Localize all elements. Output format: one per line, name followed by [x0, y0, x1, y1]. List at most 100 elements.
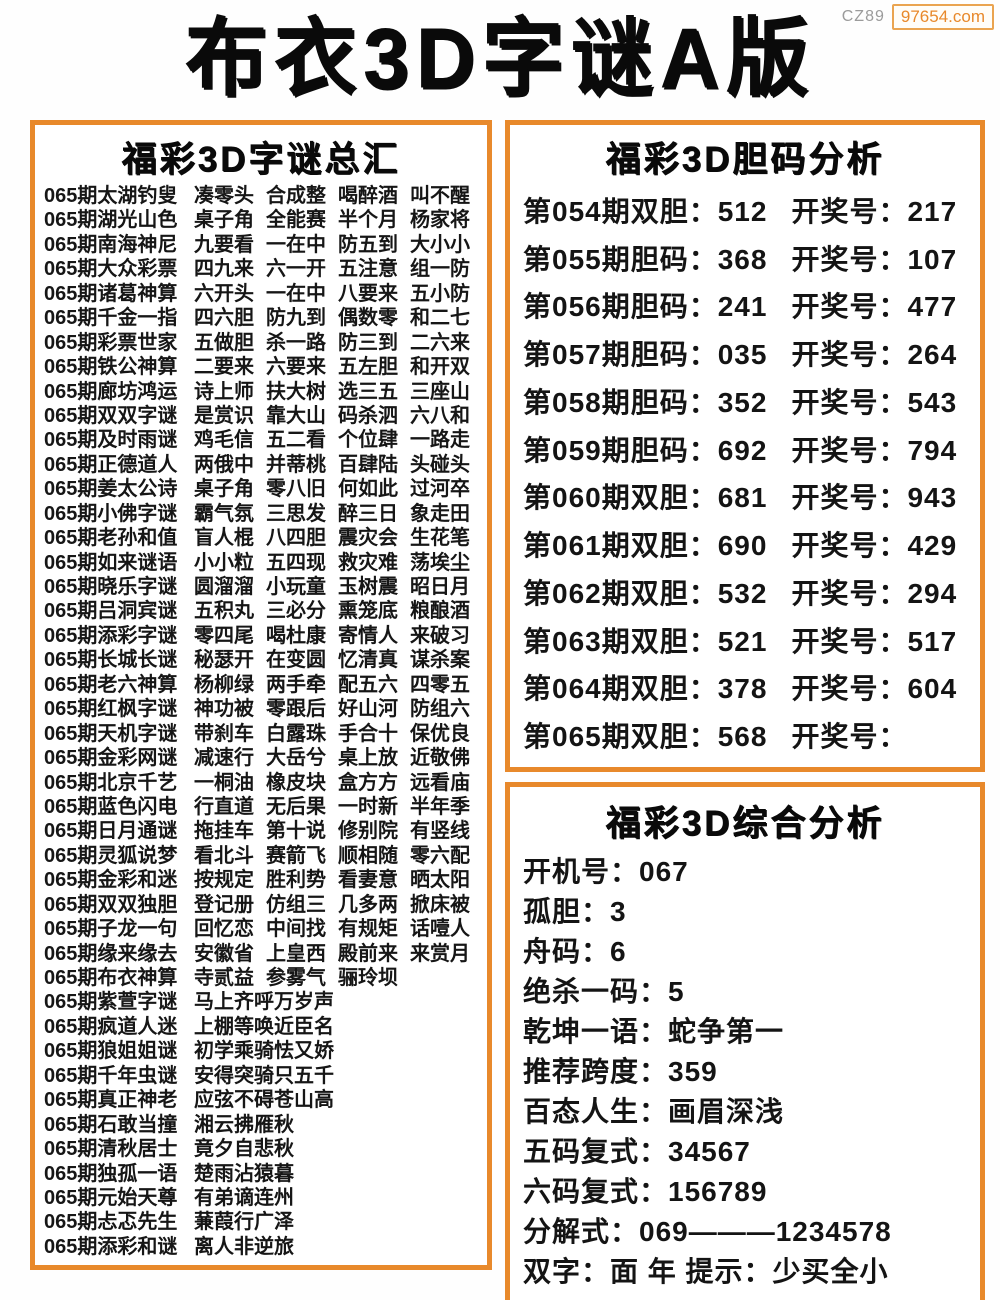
danma-row: 第060期双胆：681 开奖号：943 [523, 476, 967, 516]
puzzle-row: 065期太湖钓叟 凑零头 合成整 喝醉酒 叫不醒 [44, 186, 478, 206]
puzzle-phrase: 靠大山 [266, 404, 326, 427]
danma-result: 开奖号：794 [791, 434, 958, 466]
puzzle-phrases: 神功被 零跟后 好山河 防组六 [194, 699, 482, 719]
puzzle-source-label: 065期及时雨谜 [44, 429, 178, 452]
puzzle-phrases: 四六胆 防九到 偶数零 和二七 [194, 308, 482, 328]
puzzle-phrase: 偶数零 [338, 307, 398, 330]
puzzle-phrase: 行直道 [194, 795, 254, 818]
puzzle-phrases: 安得突骑只五千 [194, 1066, 336, 1086]
puzzle-phrase: 有竖线 [410, 820, 470, 843]
puzzle-source-label: 065期千年虫谜 [44, 1064, 178, 1087]
puzzle-phrase: 喝醉酒 [338, 185, 398, 207]
puzzle-phrases: 安徽省 上皇西 殿前来 来赏月 [194, 944, 482, 964]
puzzle-phrases: 回忆恋 中间找 有规矩 话噎人 [194, 919, 482, 939]
puzzle-phrase: 修别院 [338, 820, 398, 843]
puzzle-phrase: 寺贰益 [194, 967, 254, 989]
comprehensive-analysis-header: 福彩3D综合分析 [605, 804, 885, 843]
puzzle-source-label: 065期布衣神算 [44, 967, 178, 989]
puzzle-row: 065期双双字谜 是赏识 靠大山 码杀泗 六八和 [44, 406, 478, 426]
puzzle-phrase: 四九来 [194, 258, 254, 281]
puzzle-source-label: 065期北京千艺 [44, 771, 178, 794]
puzzle-row: 065期清秋居士 竟夕自悲秋 [44, 1139, 478, 1159]
puzzle-phrase: 一时新 [338, 795, 398, 818]
puzzle-source-label: 065期清秋居士 [44, 1138, 178, 1161]
puzzle-phrase: 五注意 [338, 258, 398, 281]
puzzle-phrase: 零六配 [410, 844, 470, 867]
analysis-row: 孤胆：3 [523, 896, 627, 927]
puzzle-phrase: 安徽省 [194, 942, 254, 965]
danma-result: 开奖号：264 [791, 339, 958, 371]
puzzle-phrase: 配五六 [338, 673, 398, 696]
puzzle-phrase: 几多两 [338, 893, 398, 916]
puzzle-row: 065期双双独胆 登记册 仿组三 几多两 掀床被 [44, 895, 478, 915]
danma-prediction: 第056期胆码：241 [523, 291, 768, 323]
analysis-row: 开机号：067 [523, 856, 689, 887]
puzzle-phrase: 六一开 [266, 258, 326, 281]
puzzle-source-label: 065期双双独胆 [44, 893, 178, 916]
puzzle-phrase: 橡皮块 [266, 771, 326, 794]
puzzle-phrase: 三座山 [410, 380, 470, 403]
site-link[interactable]: 97654.com [891, 4, 994, 30]
puzzle-phrases: 盲人棍 八四胆 震灾会 生花笔 [194, 528, 482, 548]
puzzle-row: 065期灵狐说梦 看北斗 赛箭飞 顺相随 零六配 [44, 846, 478, 866]
puzzle-phrase: 近敬佛 [410, 747, 470, 770]
puzzle-phrase: 四零五 [410, 673, 470, 696]
puzzle-phrases: 登记册 仿组三 几多两 掀床被 [194, 895, 482, 915]
puzzle-phrase: 个位肆 [338, 429, 398, 452]
puzzle-phrase: 有规矩 [338, 918, 398, 941]
puzzle-phrase: 来赏月 [410, 942, 470, 965]
puzzle-phrase: 五二看 [266, 429, 326, 452]
puzzle-row: 065期正德道人 两俄中 并蒂桃 百肆陆 头碰头 [44, 455, 478, 475]
puzzle-phrase: 谋杀案 [410, 649, 470, 672]
puzzle-source-label: 065期如来谜语 [44, 551, 178, 574]
puzzle-phrase: 防五到 [338, 233, 398, 256]
danma-prediction: 第063期双胆：521 [523, 625, 768, 657]
puzzle-phrase: 震灾会 [338, 527, 398, 550]
puzzle-phrases: 离人非逆旅 [194, 1237, 296, 1257]
danma-prediction: 第059期胆码：692 [523, 434, 768, 466]
puzzle-row: 065期廊坊鸿运 诗上师 扶大树 选三五 三座山 [44, 382, 478, 402]
puzzle-source-label: 065期铁公神算 [44, 356, 178, 379]
puzzle-row: 065期诸葛神算 六开头 一在中 八要来 五小防 [44, 284, 478, 304]
puzzle-phrases: 应弦不碍苍山高 [194, 1090, 336, 1110]
puzzle-phrase: 忆清真 [338, 649, 398, 672]
danma-row: 第065期双胆：568 开奖号： [523, 715, 967, 755]
puzzle-phrases: 桌子角 零八旧 何如此 过河卒 [194, 479, 482, 499]
puzzle-phrase: 有弟谪连州 [194, 1186, 294, 1209]
puzzle-source-label: 065期诸葛神算 [44, 282, 178, 305]
puzzle-source-label: 065期狼姐姐谜 [44, 1040, 178, 1063]
puzzle-phrase: 盒方方 [338, 771, 398, 794]
puzzle-phrase: 殿前来 [338, 942, 398, 965]
puzzle-phrase: 在变圆 [266, 649, 326, 672]
puzzle-row: 065期添彩字谜 零四尾 喝杜康 寄情人 来破习 [44, 626, 478, 646]
puzzle-row: 065期金彩和迷 按规定 胜利势 看妻意 晒太阳 [44, 870, 478, 890]
puzzle-phrases: 秘瑟开 在变圆 忆清真 谋杀案 [194, 650, 482, 670]
puzzle-row: 065期日月通谜 拖挂车 第十说 修别院 有竖线 [44, 821, 478, 841]
puzzle-source-label: 065期疯道人迷 [44, 1015, 178, 1038]
puzzle-source-label: 065期太湖钓叟 [44, 185, 178, 207]
analysis-row: 双字：面 年 提示：少买全小 [523, 1256, 889, 1287]
danma-prediction: 第060期双胆：681 [523, 482, 768, 514]
danma-row: 第057期胆码：035 开奖号：264 [523, 333, 967, 373]
puzzle-row: 065期金彩网谜 减速行 大岳兮 桌上放 近敬佛 [44, 748, 478, 768]
puzzle-phrases: 五做胆 杀一路 防三到 二六来 [194, 333, 482, 353]
analysis-row: 六码复式：156789 [523, 1176, 768, 1207]
puzzle-phrase: 上皇西 [266, 942, 326, 965]
puzzle-phrase: 上棚等唤近臣名 [194, 1015, 334, 1038]
puzzle-phrase: 寄情人 [338, 624, 398, 647]
puzzle-phrases: 四九来 六一开 五注意 组一防 [194, 259, 482, 279]
puzzle-phrase: 离人非逆旅 [194, 1235, 294, 1258]
puzzle-row: 065期石敢当撞 湘云拂雁秋 [44, 1115, 478, 1135]
danma-analysis-panel: 福彩3D胆码分析 第054期双胆：512 开奖号：217 第055期胆码：368… [505, 120, 985, 772]
puzzle-phrase: 六要来 [266, 356, 326, 379]
puzzle-phrase: 叫不醒 [410, 185, 470, 207]
puzzle-source-label: 065期添彩和谜 [44, 1235, 178, 1258]
site-badge: CZ89 97654.com [842, 4, 994, 30]
puzzle-phrase: 中间找 [266, 918, 326, 941]
puzzle-phrase: 合成整 [266, 185, 326, 207]
puzzle-phrase: 三必分 [266, 600, 326, 623]
puzzle-phrase: 诗上师 [194, 380, 254, 403]
danma-analysis-header: 福彩3D胆码分析 [605, 140, 885, 179]
puzzle-row: 065期小佛字谜 霸气氛 三思发 醉三日 象走田 [44, 504, 478, 524]
puzzle-phrases: 零四尾 喝杜康 寄情人 来破习 [194, 626, 482, 646]
